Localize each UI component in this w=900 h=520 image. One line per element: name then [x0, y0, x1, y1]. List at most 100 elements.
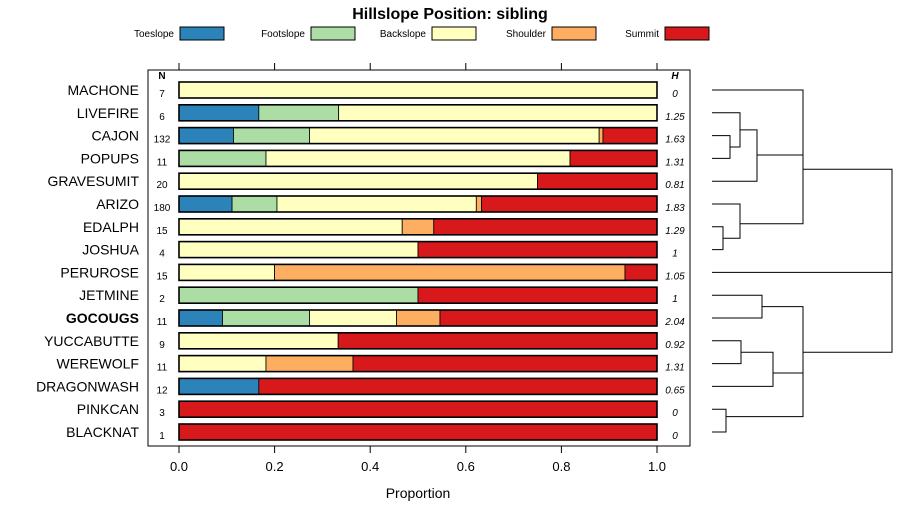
category-label: PERUROSE	[60, 264, 139, 280]
bar-segment	[258, 377, 658, 395]
h-value: 0.81	[665, 180, 684, 191]
legend: Toeslope Footslope Backslope Shoulder Summit	[134, 26, 710, 41]
x-axis-label: Proportion	[386, 485, 451, 501]
bar-segment	[178, 332, 339, 350]
x-tick-label: 0.4	[361, 459, 379, 474]
h-value: 2.04	[664, 317, 685, 328]
legend-label: Summit	[625, 29, 659, 40]
bar-outline	[178, 149, 658, 168]
n-value: 11	[157, 363, 168, 374]
bar-segment	[233, 127, 310, 144]
panel-frame	[147, 69, 691, 447]
x-axis: 0.0 0.2 0.4 0.6 0.8 1.0	[170, 63, 666, 474]
bar-segment	[417, 286, 658, 304]
bar-segment	[178, 423, 658, 441]
chart-title: Hillslope Position: sibling	[352, 6, 548, 23]
bar-segment	[352, 355, 658, 373]
bar-outline	[178, 126, 658, 145]
dendrogram-branch	[712, 226, 724, 251]
bar-segment	[258, 104, 340, 122]
legend-swatch	[431, 26, 477, 41]
bar-segment	[401, 218, 435, 236]
bar-segment	[222, 309, 310, 327]
category-label: ARIZO	[96, 196, 139, 212]
legend-label: Backslope	[380, 29, 427, 40]
bar-segment	[178, 172, 538, 190]
bar-segment	[178, 149, 267, 167]
h-values: 0 1.25 1.63 1.31 0.81 1.83 1.29 1 1.05 1 2.04 0.92 1…	[664, 89, 685, 442]
h-value: 1.25	[665, 112, 685, 123]
n-value: 1	[159, 431, 165, 442]
legend-swatch	[310, 26, 356, 41]
bar-segment	[178, 355, 267, 373]
bar-segment	[178, 309, 223, 327]
category-label: JETMINE	[79, 287, 139, 303]
bar-segment	[309, 127, 600, 144]
bar-segment	[265, 149, 571, 167]
h-value: 1.83	[665, 203, 685, 214]
h-value: 0	[672, 89, 678, 100]
bar-outline	[178, 309, 658, 327]
category-label: WEREWOLF	[57, 356, 139, 372]
category-label: MACHONE	[67, 82, 139, 98]
category-label: JOSHUA	[82, 242, 139, 258]
bar-outline	[178, 331, 658, 350]
bar-segment	[338, 104, 658, 122]
legend-label: Shoulder	[506, 29, 547, 40]
bar-segment	[178, 263, 275, 281]
bar-segment	[598, 127, 604, 144]
category-label: DRAGONWASH	[36, 378, 139, 394]
dendrogram	[712, 89, 893, 433]
bar-outline	[178, 104, 658, 122]
dendrogram-branch	[712, 135, 731, 159]
category-label: GRAVESUMIT	[47, 173, 139, 189]
bar-outline	[178, 195, 658, 213]
n-value: 4	[159, 249, 165, 260]
dendrogram-branch	[712, 203, 741, 239]
h-value: 0.65	[665, 385, 685, 396]
h-value: 1.29	[665, 226, 685, 237]
dendrogram-branch	[712, 89, 804, 155]
bar-segment	[178, 241, 419, 259]
dendrogram-branch	[712, 129, 758, 182]
dendrogram-branch	[726, 372, 804, 418]
bar-outline	[178, 172, 658, 190]
bar-segment	[265, 355, 354, 373]
category-label: EDALPH	[83, 219, 139, 235]
dendrogram-branch	[740, 154, 804, 225]
n-value: 11	[157, 317, 168, 328]
bar-segment	[417, 241, 658, 259]
bar-segment	[274, 263, 626, 281]
n-header: N	[158, 71, 165, 82]
bar-segment	[276, 195, 477, 213]
dendrogram-branch	[712, 408, 727, 433]
bar-segment	[602, 127, 658, 144]
bar-outline	[178, 400, 658, 419]
category-label: YUCCABUTTE	[44, 333, 139, 349]
bar-segment	[624, 263, 658, 281]
x-tick-label: 0.8	[552, 459, 570, 474]
h-value: 1	[672, 294, 678, 305]
bar-segment	[309, 309, 397, 327]
bar-segment	[537, 172, 658, 190]
bar-segment	[178, 195, 233, 213]
bar-segment	[178, 377, 260, 395]
bar-segment	[481, 195, 658, 213]
bar-outline	[178, 423, 658, 441]
n-value: 2	[159, 294, 165, 305]
n-value: 12	[156, 385, 168, 396]
category-labels: MACHONE LIVEFIRE CAJON POPUPS GRAVESUMIT ARIZ…	[36, 82, 140, 440]
h-value: 0	[672, 408, 678, 419]
category-label: PINKCAN	[77, 401, 139, 417]
bars	[178, 81, 658, 441]
h-value: 0.92	[665, 340, 685, 351]
legend-swatch	[551, 26, 597, 41]
h-value: 0	[672, 431, 678, 442]
x-tick-label: 0.0	[170, 459, 188, 474]
bar-segment	[337, 332, 658, 350]
bar-outline	[178, 263, 658, 282]
x-tick-label: 0.6	[457, 459, 475, 474]
n-value: 15	[156, 226, 168, 237]
